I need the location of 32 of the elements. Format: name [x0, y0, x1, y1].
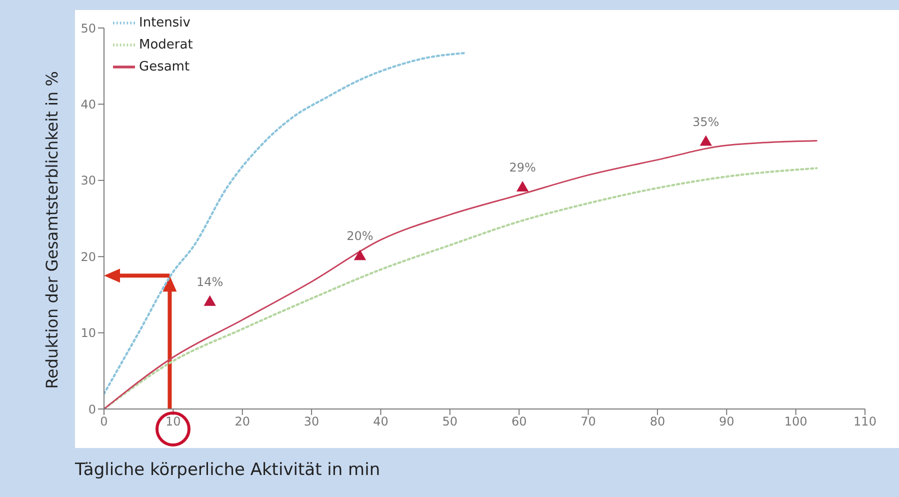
x-tick-label: 0: [100, 414, 108, 429]
data-label: 14%: [196, 274, 224, 289]
data-label: 20%: [346, 229, 374, 244]
x-tick-label: 10: [166, 414, 181, 429]
y-tick-label: 20: [80, 250, 96, 264]
point: [354, 250, 366, 260]
x-tick-label: 90: [718, 414, 734, 429]
x-tick-label: 60: [511, 414, 527, 429]
legend-label: Gesamt: [139, 60, 190, 75]
y-tick-label: 50: [80, 21, 96, 36]
x-tick-label: 30: [304, 414, 320, 429]
point: [516, 181, 529, 192]
data-label: 29%: [509, 160, 536, 175]
y-axis-title: Reduktion der Gesamtsterblichkeit in %: [42, 71, 62, 389]
x-tick-label: 70: [580, 414, 596, 429]
x-tick-label: 50: [442, 414, 458, 429]
x-tick-label: 80: [650, 414, 666, 429]
point: [700, 135, 712, 146]
y-tick-label: 40: [80, 97, 96, 112]
y-tick-label: 30: [80, 174, 96, 188]
data-label: 35%: [692, 114, 720, 129]
point: [204, 295, 216, 306]
x-tick-label: 100: [784, 414, 808, 429]
y-tick-label: 10: [80, 326, 96, 340]
line-series: [104, 52, 465, 395]
y-tick-label: 0: [88, 402, 96, 416]
legend-label: Moderat: [139, 38, 193, 53]
legend-label: Intensiv: [139, 16, 190, 31]
x-axis-title: Tägliche körperliche Aktivität in min: [75, 460, 380, 480]
x-tick-label: 40: [373, 414, 388, 429]
x-tick-label: 20: [234, 414, 250, 429]
x-tick-label: 110: [854, 414, 876, 429]
